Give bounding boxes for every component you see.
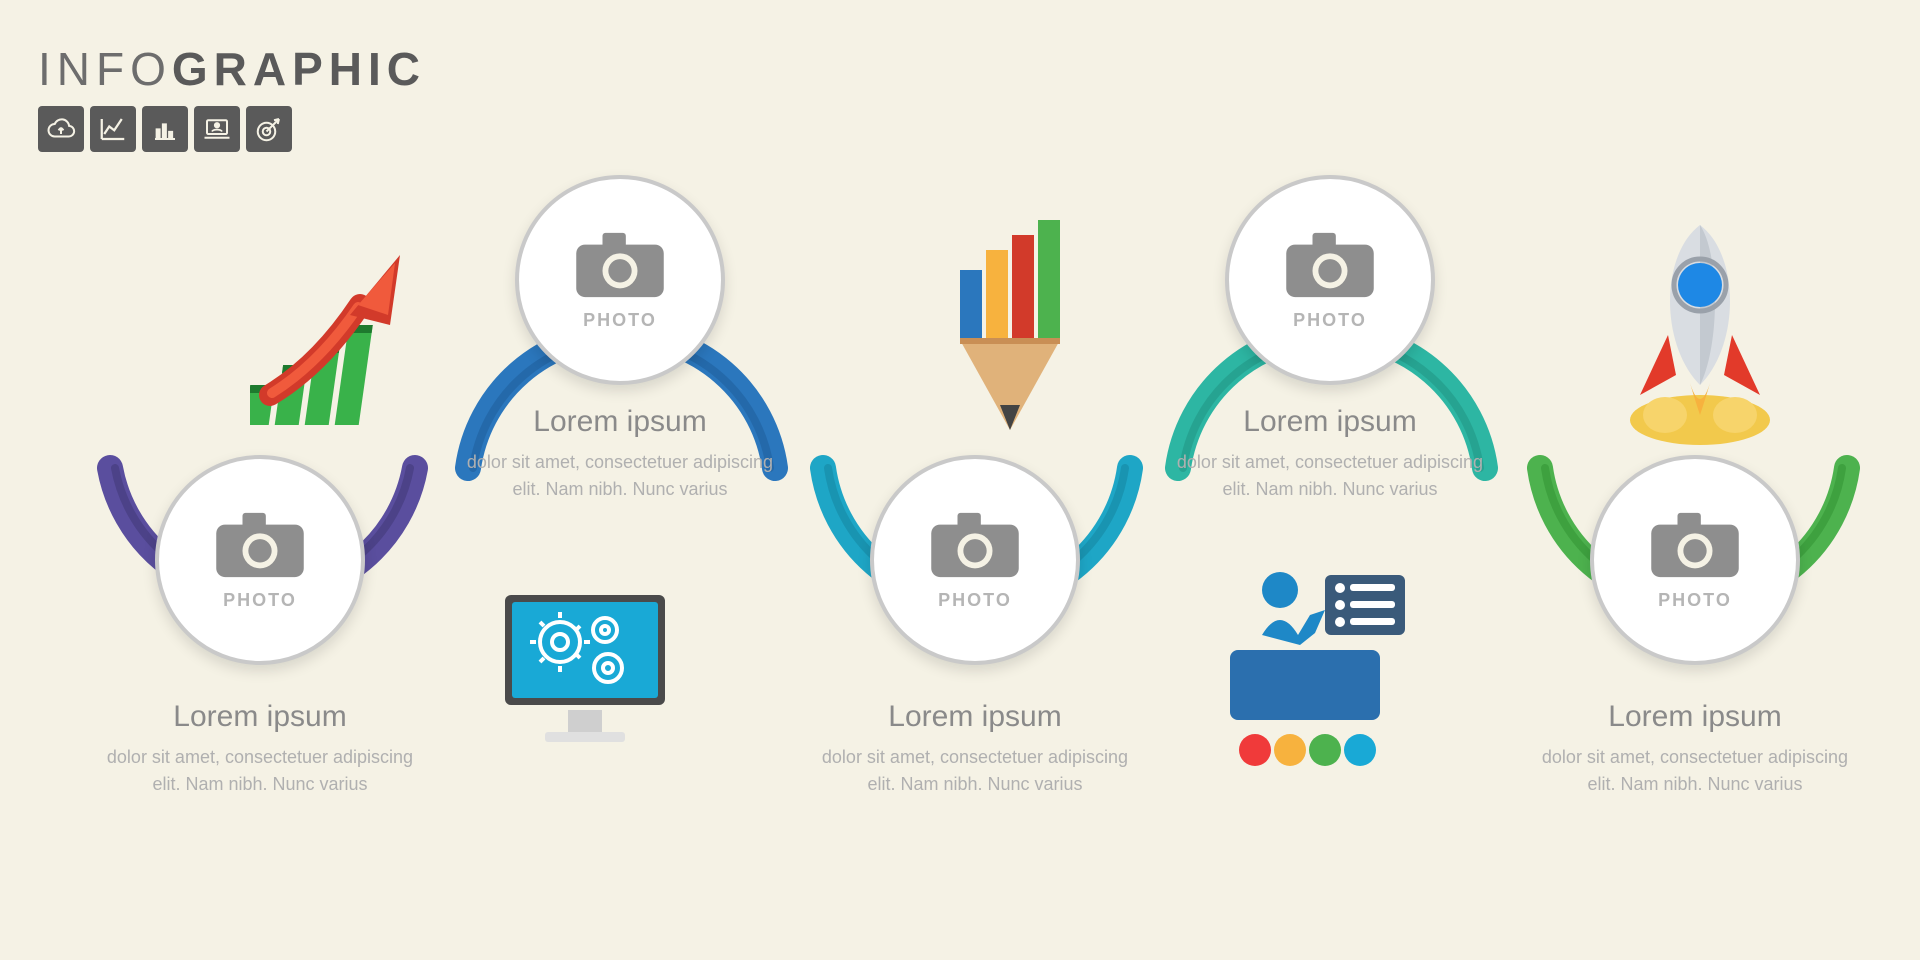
- header-icon-row: [38, 106, 426, 152]
- page-title: INFOGRAPHIC: [38, 42, 426, 96]
- text-body: dolor sit amet, consectetuer adipiscing …: [1530, 744, 1860, 798]
- photo-label: PHOTO: [1658, 590, 1732, 611]
- title-bold: GRAPHIC: [172, 43, 426, 95]
- text-body: dolor sit amet, consectetuer adipiscing …: [95, 744, 425, 798]
- line-chart-icon: [90, 106, 136, 152]
- text-heading: Lorem ipsum: [1530, 700, 1860, 734]
- text-body: dolor sit amet, consectetuer adipiscing …: [1165, 449, 1495, 503]
- photo-label: PHOTO: [583, 310, 657, 331]
- text-heading: Lorem ipsum: [1165, 405, 1495, 439]
- laptop-user-icon: [194, 106, 240, 152]
- presentation-icon: [1200, 555, 1420, 785]
- text-heading: Lorem ipsum: [455, 405, 785, 439]
- camera-icon: [213, 510, 307, 580]
- camera-icon: [1648, 510, 1742, 580]
- text-body: dolor sit amet, consectetuer adipiscing …: [810, 744, 1140, 798]
- photo-circle-3: PHOTO: [870, 455, 1080, 665]
- photo-circle-1: PHOTO: [155, 455, 365, 665]
- rocket-icon: [1610, 215, 1790, 455]
- text-heading: Lorem ipsum: [810, 700, 1140, 734]
- camera-icon: [573, 230, 667, 300]
- text-block-4: Lorem ipsum dolor sit amet, consectetuer…: [1165, 405, 1495, 503]
- text-block-5: Lorem ipsum dolor sit amet, consectetuer…: [1530, 700, 1860, 798]
- monitor-gears-icon: [490, 580, 680, 770]
- photo-circle-5: PHOTO: [1590, 455, 1800, 665]
- text-heading: Lorem ipsum: [95, 700, 425, 734]
- header: INFOGRAPHIC: [38, 42, 426, 152]
- text-block-1: Lorem ipsum dolor sit amet, consectetuer…: [95, 700, 425, 798]
- text-body: dolor sit amet, consectetuer adipiscing …: [455, 449, 785, 503]
- pencil-bars-icon: [930, 210, 1080, 440]
- text-block-2: Lorem ipsum dolor sit amet, consectetuer…: [455, 405, 785, 503]
- photo-label: PHOTO: [938, 590, 1012, 611]
- photo-circle-2: PHOTO: [515, 175, 725, 385]
- photo-label: PHOTO: [223, 590, 297, 611]
- photo-label: PHOTO: [1293, 310, 1367, 331]
- title-light: INFO: [38, 43, 172, 95]
- growth-arrow-icon: [250, 245, 415, 445]
- camera-icon: [928, 510, 1022, 580]
- cloud-upload-icon: [38, 106, 84, 152]
- bar-chart-icon: [142, 106, 188, 152]
- camera-icon: [1283, 230, 1377, 300]
- text-block-3: Lorem ipsum dolor sit amet, consectetuer…: [810, 700, 1140, 798]
- photo-circle-4: PHOTO: [1225, 175, 1435, 385]
- target-icon: [246, 106, 292, 152]
